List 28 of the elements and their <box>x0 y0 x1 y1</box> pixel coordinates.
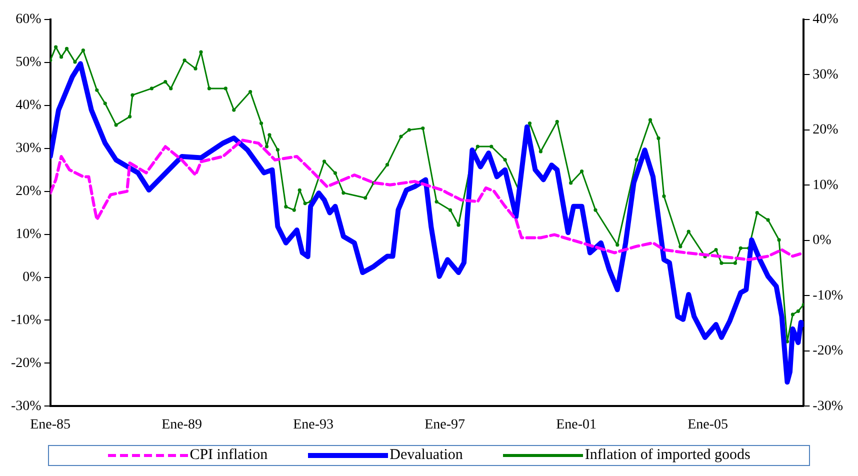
y-tick-label: -20% <box>10 356 42 371</box>
y2-tick-label: 30% <box>812 67 839 82</box>
x-tick-label: Ene-01 <box>556 417 597 432</box>
x-tick-label: Ene-05 <box>688 417 728 432</box>
y2-tick-label: 40% <box>812 12 839 28</box>
y2-tick-label: -10% <box>812 288 844 304</box>
y-tick-label: -10% <box>10 312 42 328</box>
y2-tick-label: -30% <box>812 398 844 414</box>
x-tick-label: Ene-85 <box>30 417 71 432</box>
y-tick-label: 30% <box>16 141 42 156</box>
x-tick-label: Ene-89 <box>162 417 202 432</box>
y2-tick-label: 10% <box>812 178 839 193</box>
y-tick-label: 20% <box>16 184 42 199</box>
y2-tick-label: -20% <box>812 344 844 359</box>
legend-label: Devaluation <box>390 447 463 464</box>
y2-tick-label: 0% <box>812 233 832 248</box>
y2-tick-label: 20% <box>812 122 839 138</box>
y-tick-label: 60% <box>16 12 42 28</box>
legend-label: Inflation of imported goods <box>584 447 750 464</box>
y-tick-label: 40% <box>16 98 42 114</box>
line-series <box>50 138 804 262</box>
y-tick-label: 10% <box>16 226 42 242</box>
y-tick-label: 0% <box>22 270 42 285</box>
legend-label: CPI inflation <box>190 447 268 464</box>
y-tick-label: 50% <box>16 55 42 70</box>
y-tick-label: -30% <box>10 398 42 414</box>
x-tick-label: Ene-97 <box>424 417 466 432</box>
x-tick-label: Ene-93 <box>293 417 334 432</box>
